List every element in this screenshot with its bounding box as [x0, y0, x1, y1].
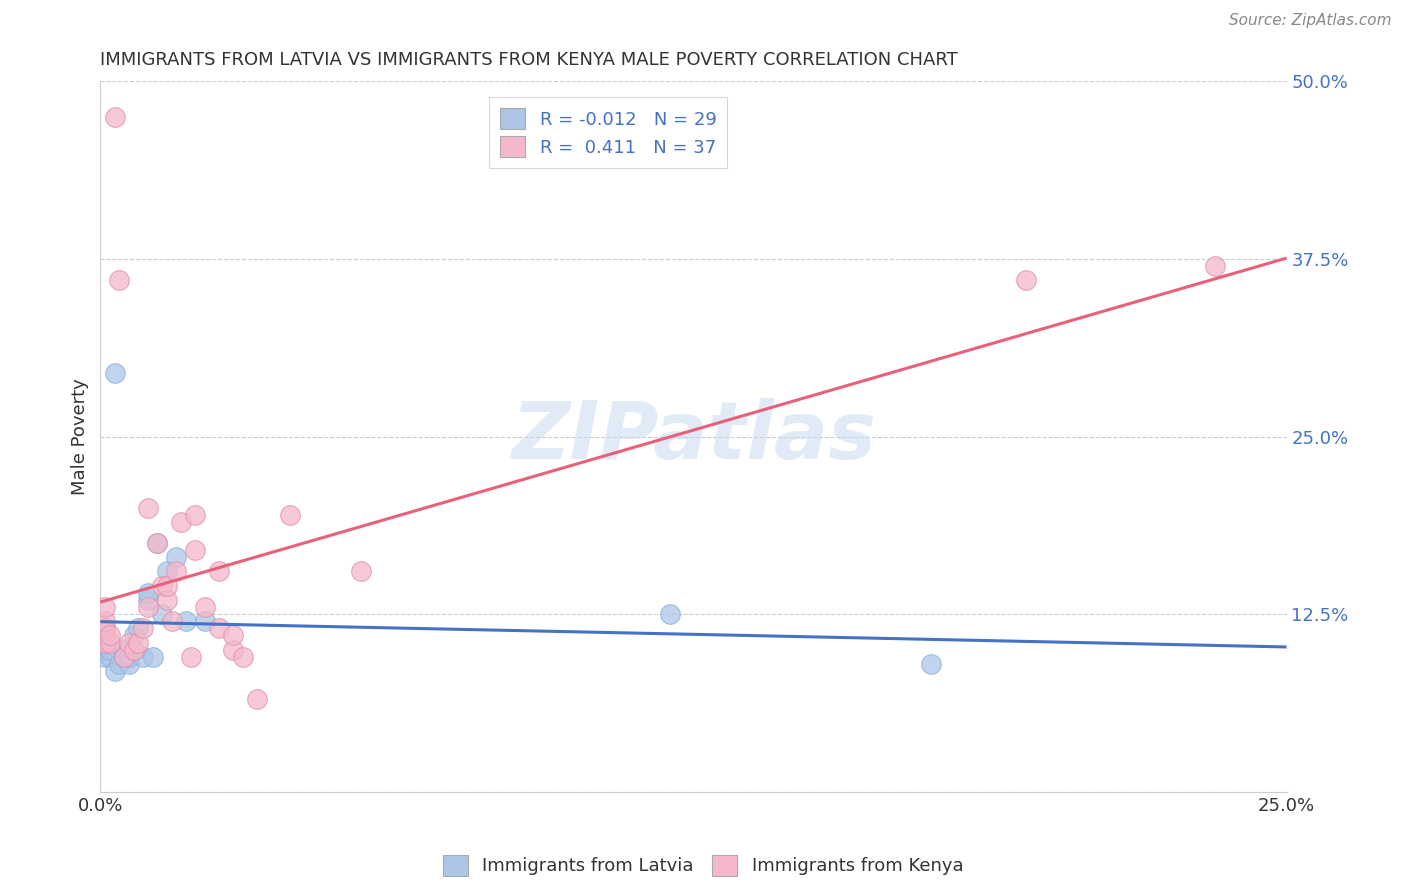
- Point: [94, 600, 117, 615]
- Point: [156, 593, 179, 607]
- Point: [165, 565, 187, 579]
- Point: [174, 614, 197, 628]
- Point: [122, 628, 145, 642]
- Point: [160, 614, 183, 628]
- Point: [118, 635, 141, 649]
- Point: [98, 649, 121, 664]
- Point: [127, 635, 149, 649]
- Point: [246, 692, 269, 706]
- Point: [98, 635, 121, 649]
- Point: [132, 649, 155, 664]
- Point: [118, 657, 141, 671]
- Point: [222, 628, 245, 642]
- Text: ZIPatlas: ZIPatlas: [510, 398, 876, 475]
- Point: [94, 614, 117, 628]
- Point: [232, 649, 254, 664]
- Point: [156, 565, 179, 579]
- Point: [194, 600, 217, 615]
- Point: [112, 649, 135, 664]
- Point: [208, 565, 231, 579]
- Point: [156, 579, 179, 593]
- Point: [118, 649, 141, 664]
- Point: [350, 565, 373, 579]
- Point: [98, 642, 121, 657]
- Y-axis label: Male Poverty: Male Poverty: [72, 378, 89, 495]
- Point: [122, 642, 145, 657]
- Point: [179, 649, 201, 664]
- Point: [194, 614, 217, 628]
- Text: IMMIGRANTS FROM LATVIA VS IMMIGRANTS FROM KENYA MALE POVERTY CORRELATION CHART: IMMIGRANTS FROM LATVIA VS IMMIGRANTS FRO…: [100, 51, 957, 69]
- Point: [146, 536, 169, 550]
- Point: [94, 628, 117, 642]
- Point: [108, 273, 131, 287]
- Point: [94, 628, 117, 642]
- Point: [112, 649, 135, 664]
- Point: [112, 642, 135, 657]
- Point: [1014, 273, 1036, 287]
- Point: [150, 579, 173, 593]
- Legend: R = -0.012   N = 29, R =  0.411   N = 37: R = -0.012 N = 29, R = 0.411 N = 37: [489, 97, 727, 168]
- Point: [146, 536, 169, 550]
- Point: [920, 657, 942, 671]
- Point: [658, 607, 681, 621]
- Point: [127, 621, 149, 635]
- Point: [1204, 259, 1226, 273]
- Point: [136, 593, 159, 607]
- Point: [98, 628, 121, 642]
- Point: [103, 110, 125, 124]
- Point: [136, 500, 159, 515]
- Point: [108, 657, 131, 671]
- Point: [278, 508, 301, 522]
- Point: [136, 586, 159, 600]
- Point: [94, 621, 117, 635]
- Point: [184, 543, 207, 558]
- Text: Source: ZipAtlas.com: Source: ZipAtlas.com: [1229, 13, 1392, 29]
- Legend: Immigrants from Latvia, Immigrants from Kenya: Immigrants from Latvia, Immigrants from …: [436, 847, 970, 883]
- Point: [184, 508, 207, 522]
- Point: [170, 515, 193, 529]
- Point: [122, 642, 145, 657]
- Point: [94, 621, 117, 635]
- Point: [103, 664, 125, 678]
- Point: [94, 649, 117, 664]
- Point: [132, 621, 155, 635]
- Point: [165, 550, 187, 565]
- Point: [136, 600, 159, 615]
- Point: [94, 642, 117, 657]
- Point: [141, 649, 163, 664]
- Point: [94, 635, 117, 649]
- Point: [103, 366, 125, 380]
- Point: [208, 621, 231, 635]
- Point: [222, 642, 245, 657]
- Point: [94, 635, 117, 649]
- Point: [150, 607, 173, 621]
